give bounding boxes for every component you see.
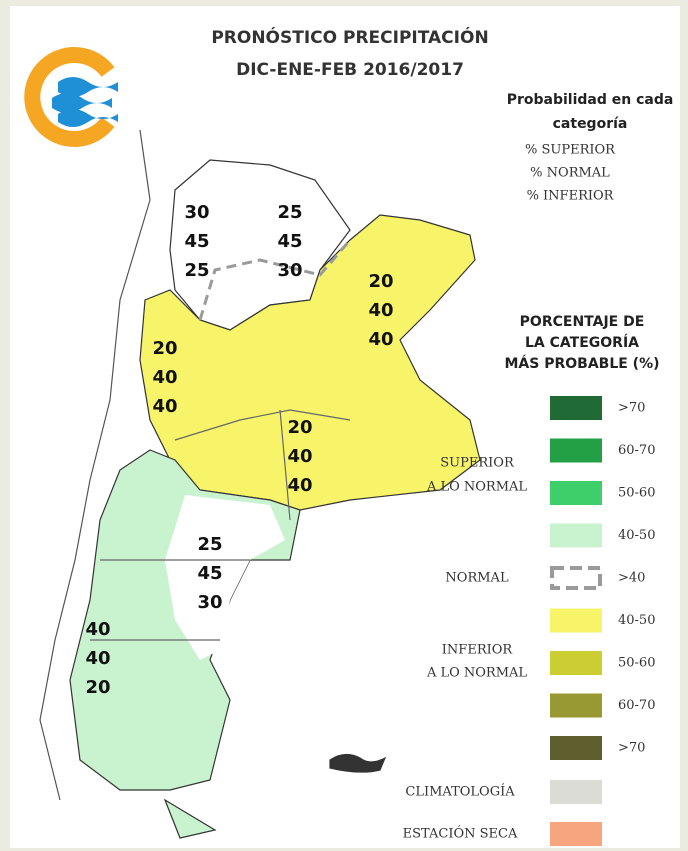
region-value: 20 bbox=[287, 417, 312, 438]
title: DIC-ENE-FEB 2016/2017 bbox=[236, 60, 464, 80]
region-value: 40 bbox=[287, 475, 312, 496]
scale-label: >70 bbox=[618, 401, 645, 416]
region-value: 40 bbox=[152, 367, 177, 388]
scale-label: 50-60 bbox=[618, 486, 655, 501]
region-value: 45 bbox=[277, 231, 302, 252]
swatch bbox=[550, 609, 602, 633]
region-value: 30 bbox=[277, 260, 302, 281]
region-value: 25 bbox=[184, 260, 209, 281]
region-value: 40 bbox=[85, 648, 110, 669]
scale-label: 50-60 bbox=[618, 656, 655, 671]
swatch bbox=[550, 822, 602, 846]
title: PRONÓSTICO PRECIPITACIÓN bbox=[211, 26, 488, 48]
swatch bbox=[550, 780, 602, 804]
swatch bbox=[550, 524, 602, 548]
region-value: 45 bbox=[184, 231, 209, 252]
region-value: 40 bbox=[368, 329, 393, 350]
region-value: 40 bbox=[152, 396, 177, 417]
map-page: PRONÓSTICO PRECIPITACIÓN DIC-ENE-FEB 2016… bbox=[0, 0, 688, 851]
other-label: ESTACIÓN SECA bbox=[403, 825, 518, 842]
scale-label: 40-50 bbox=[618, 613, 655, 628]
region-value: 40 bbox=[287, 446, 312, 467]
swatch bbox=[550, 396, 602, 420]
scale-title: LA CATEGORÍA bbox=[525, 334, 639, 351]
group-label: A LO NORMAL bbox=[426, 666, 527, 681]
region-value: 25 bbox=[277, 202, 302, 223]
legend-line: % SUPERIOR bbox=[525, 143, 616, 158]
scale-title: PORCENTAJE DE bbox=[520, 314, 645, 330]
group-label: NORMAL bbox=[445, 571, 509, 586]
region-value: 40 bbox=[85, 619, 110, 640]
region-value: 20 bbox=[85, 677, 110, 698]
scale-label: 40-50 bbox=[618, 528, 655, 543]
legend-title: Probabilidad en cada bbox=[507, 92, 674, 108]
region-value: 30 bbox=[197, 592, 222, 613]
region-value: 25 bbox=[197, 534, 222, 555]
swatch bbox=[550, 481, 602, 505]
scale-label: >70 bbox=[618, 741, 645, 756]
legend-title: categoría bbox=[553, 116, 628, 132]
region-value: 20 bbox=[152, 338, 177, 359]
region-value: 45 bbox=[197, 563, 222, 584]
swatch bbox=[550, 736, 602, 760]
region-value: 40 bbox=[368, 300, 393, 321]
legend-line: % NORMAL bbox=[530, 166, 610, 181]
region-value: 30 bbox=[184, 202, 209, 223]
scale-label: 60-70 bbox=[618, 698, 655, 713]
group-label: SUPERIOR bbox=[440, 456, 515, 471]
scale-title: MÁS PROBABLE (%) bbox=[504, 355, 659, 372]
group-label: INFERIOR bbox=[442, 643, 514, 658]
group-label: A LO NORMAL bbox=[426, 480, 527, 495]
legend-line: % INFERIOR bbox=[527, 189, 615, 204]
swatch bbox=[550, 439, 602, 463]
other-label: CLIMATOLOGÍA bbox=[405, 784, 515, 800]
region-value: 20 bbox=[368, 271, 393, 292]
scale-label: >40 bbox=[618, 571, 645, 586]
swatch bbox=[550, 651, 602, 675]
scale-label: 60-70 bbox=[618, 443, 655, 458]
swatch bbox=[550, 694, 602, 718]
